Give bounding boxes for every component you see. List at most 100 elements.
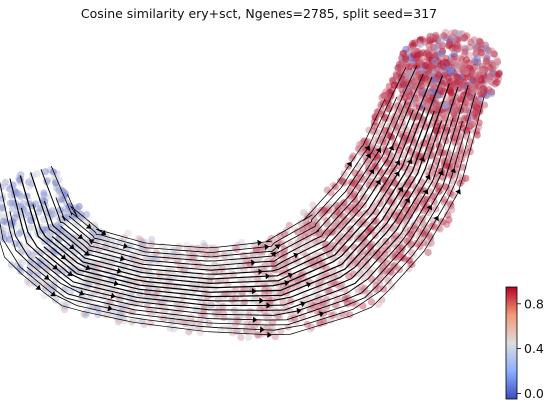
cell-point	[454, 45, 463, 53]
cell-point	[40, 191, 48, 199]
cell-point	[389, 225, 397, 233]
cell-point	[60, 306, 69, 314]
colorbar: 0.0 0.4 0.8	[505, 286, 544, 401]
cell-point	[77, 277, 85, 285]
stream-line	[0, 181, 136, 311]
cell-point	[321, 244, 329, 252]
cell-point	[57, 196, 65, 204]
cell-point	[405, 236, 413, 244]
cell-point	[166, 324, 174, 332]
cell-point	[406, 165, 414, 173]
cell-point	[140, 238, 148, 246]
cell-point	[461, 48, 469, 56]
cell-point	[280, 249, 288, 257]
cell-point	[448, 206, 456, 214]
cell-point	[378, 175, 387, 183]
cell-point	[231, 320, 239, 329]
cell-point	[299, 209, 307, 217]
stream-arrowhead	[50, 291, 56, 297]
cell-point	[360, 140, 368, 148]
cell-point	[328, 275, 336, 283]
cell-point	[114, 318, 122, 326]
cell-point	[334, 248, 343, 257]
stream-arrowhead	[388, 145, 395, 151]
cell-point	[471, 109, 479, 117]
cell-point	[26, 216, 34, 224]
stream-arrowhead	[318, 311, 325, 318]
stream-line	[341, 110, 435, 265]
stream-line	[172, 261, 384, 316]
cell-point	[69, 214, 77, 222]
stream-line	[143, 235, 322, 267]
cell-point	[419, 207, 427, 215]
cell-point	[460, 34, 468, 43]
cell-point	[379, 257, 387, 265]
cell-point	[145, 268, 153, 277]
cell-point	[386, 179, 394, 187]
stream-arrowhead	[257, 239, 263, 246]
cell-point	[232, 314, 240, 322]
cell-point	[424, 248, 432, 256]
cell-point	[330, 224, 338, 232]
cell-point	[409, 46, 417, 54]
cell-point	[137, 259, 145, 267]
cell-point	[396, 247, 404, 255]
cell-point	[0, 205, 5, 213]
cell-point	[461, 116, 469, 124]
cell-point	[228, 296, 236, 304]
cell-point	[299, 225, 307, 233]
cell-point	[25, 178, 33, 186]
cell-point	[48, 207, 56, 215]
cell-point	[256, 305, 264, 313]
stream-line	[193, 261, 376, 311]
cell-point	[128, 317, 136, 325]
cell-point	[451, 53, 459, 61]
cell-point	[374, 249, 382, 258]
cell-point	[304, 237, 312, 245]
cell-point	[119, 308, 127, 316]
cell-point	[371, 252, 379, 260]
cell-point	[411, 39, 419, 47]
cell-point	[326, 288, 334, 296]
colorbar-tick-label: 0.0	[524, 386, 544, 401]
cell-point	[149, 283, 157, 291]
cell-point	[144, 255, 152, 263]
cell-point	[341, 285, 349, 294]
stream-arrowhead	[455, 189, 461, 195]
cell-point	[341, 198, 349, 206]
cell-point	[44, 284, 52, 292]
cell-point	[431, 57, 439, 66]
cell-point	[226, 325, 234, 333]
cell-point	[334, 219, 342, 227]
cell-point	[422, 224, 430, 232]
cell-point	[338, 202, 346, 210]
stream-line	[26, 266, 209, 324]
cell-point	[268, 327, 276, 335]
cell-point	[55, 176, 63, 184]
cell-point	[237, 333, 245, 341]
cell-point	[138, 239, 146, 247]
cell-point	[71, 239, 79, 247]
cell-point	[374, 300, 382, 308]
cell-point	[161, 306, 169, 314]
cell-point	[162, 250, 170, 258]
cell-point	[88, 305, 96, 313]
cell-point	[339, 245, 347, 253]
cell-point	[9, 205, 17, 213]
cell-point	[245, 312, 253, 320]
cell-point	[468, 69, 476, 77]
cell-point	[357, 228, 365, 237]
stream-arrowhead	[404, 197, 410, 204]
cell-point	[360, 274, 368, 282]
cell-point	[466, 93, 474, 101]
cell-point	[275, 313, 284, 321]
cell-point	[325, 229, 333, 237]
cell-point	[46, 238, 54, 246]
cell-point	[390, 235, 398, 243]
cell-point	[408, 175, 416, 183]
cell-point	[410, 222, 418, 230]
cell-point	[330, 241, 338, 250]
cell-point	[455, 30, 463, 38]
cell-point	[89, 278, 97, 286]
cell-point	[303, 320, 311, 328]
